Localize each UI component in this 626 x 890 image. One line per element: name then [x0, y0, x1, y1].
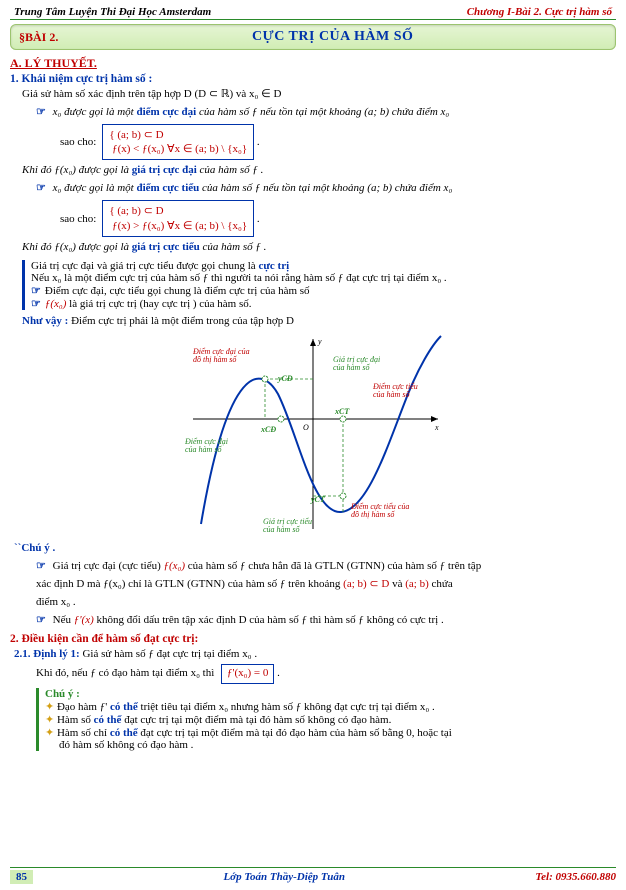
- chu-y-1: ☞ Giá trị cực đại (cực tiểu) ƒ(x₀) của h…: [36, 559, 616, 575]
- dinh-ly-1: Khi đó, nếu ƒ có đạo hàm tại điểm x₀ thì…: [36, 664, 616, 684]
- chu-y-block-2: Chú ý : ✦ Đạo hàm ƒ' có thể triệt tiêu t…: [36, 688, 616, 751]
- def-cuc-dai: ☞ x₀ được gọi là một điểm cực đại của hà…: [36, 105, 616, 121]
- title-box: §BÀI 2. CỰC TRỊ CỦA HÀM SỐ: [10, 24, 616, 50]
- chu-y-2: ☞ Nếu ƒ'(x) không đổi dấu trên tập xác đ…: [36, 613, 616, 629]
- svg-text:yCĐ: yCĐ: [277, 374, 293, 383]
- lesson-label: §BÀI 2.: [19, 30, 58, 45]
- para-intro: Giả sử hàm số xác định trên tập hợp D (D…: [22, 87, 616, 103]
- lesson-title: CỰC TRỊ CỦA HÀM SỐ: [58, 29, 607, 45]
- hand-icon: ☞: [36, 182, 46, 194]
- chu-y-1b: xác định D mà ƒ(x₀) chỉ là GTLN (GTNN) c…: [36, 577, 616, 593]
- header-right: Chương I-Bài 2. Cực trị hàm số: [467, 6, 612, 18]
- svg-text:y: y: [317, 337, 322, 346]
- formula-box-2: { (a; b) ⊂ D ƒ(x) > ƒ(x₀) ∀x ∈ (a; b) \ …: [102, 200, 254, 237]
- section-1-heading: 1. Khái niệm cực trị hàm số :: [10, 73, 616, 85]
- def-cuc-tieu: ☞ x₀ được gọi là một điểm cực tiểu của h…: [36, 181, 616, 197]
- sao-cho-row-2: sao cho: { (a; b) ⊂ D ƒ(x) > ƒ(x₀) ∀x ∈ …: [60, 200, 616, 237]
- chu-y-1c: điểm x₀ .: [36, 595, 616, 611]
- header-left: Trung Tâm Luyện Thi Đại Học Amsterdam: [14, 6, 211, 18]
- hand-icon: ☞: [36, 614, 46, 626]
- svg-text:của hàm số: của hàm số: [185, 445, 222, 454]
- svg-text:của hàm số: của hàm số: [373, 390, 410, 399]
- svg-text:của hàm số: của hàm số: [263, 525, 300, 534]
- para-gtct: Khi đó ƒ(x₀) được gọi là giá trị cực tiể…: [22, 240, 616, 256]
- svg-text:của hàm số: của hàm số: [333, 363, 370, 372]
- hand-icon: ☞: [36, 106, 46, 118]
- section-21: 2.1. Định lý 1: Giả sử hàm số ƒ đạt cực …: [14, 647, 616, 663]
- extrema-graph: xyOyCĐxCĐxCTyCTĐiểm cực đại củađồ thị hà…: [10, 334, 616, 537]
- hand-icon: ☞: [31, 298, 41, 310]
- section-2-heading: 2. Điều kiện cần để hàm số đạt cực trị:: [10, 633, 616, 645]
- hand-icon: ☞: [36, 560, 46, 572]
- formula-box-1: { (a; b) ⊂ D ƒ(x) < ƒ(x₀) ∀x ∈ (a; b) \ …: [102, 124, 254, 161]
- svg-text:xCT: xCT: [334, 407, 350, 416]
- page-number: 85: [10, 870, 33, 884]
- summary-block: Giá trị cực đại và giá trị cực tiểu được…: [22, 260, 616, 310]
- footer-tel: Tel: 0935.660.880: [535, 871, 616, 883]
- svg-text:yCT: yCT: [310, 495, 326, 504]
- svg-text:O: O: [303, 423, 309, 432]
- svg-text:đồ thị hàm số: đồ thị hàm số: [351, 510, 395, 519]
- page-header: Trung Tâm Luyện Thi Đại Học Amsterdam Ch…: [10, 6, 616, 20]
- svg-text:xCĐ: xCĐ: [260, 425, 276, 434]
- hand-icon: ☞: [31, 285, 41, 297]
- sao-cho-row-1: sao cho: { (a; b) ⊂ D ƒ(x) < ƒ(x₀) ∀x ∈ …: [60, 124, 616, 161]
- svg-text:đồ thị hàm số: đồ thị hàm số: [193, 355, 237, 364]
- section-a-heading: A. LÝ THUYẾT.: [10, 56, 616, 71]
- page-footer: 85 Lớp Toán Thầy-Diệp Tuân Tel: 0935.660…: [10, 867, 616, 884]
- chu-y-heading: ``Chú ý .: [14, 541, 616, 557]
- nhu-vay: Như vậy : Điểm cực trị phải là một điểm …: [22, 314, 616, 330]
- svg-text:x: x: [434, 423, 439, 432]
- footer-mid: Lớp Toán Thầy-Diệp Tuân: [223, 871, 345, 883]
- para-gtcd: Khi đó ƒ(x₀) được gọi là giá trị cực đại…: [22, 163, 616, 179]
